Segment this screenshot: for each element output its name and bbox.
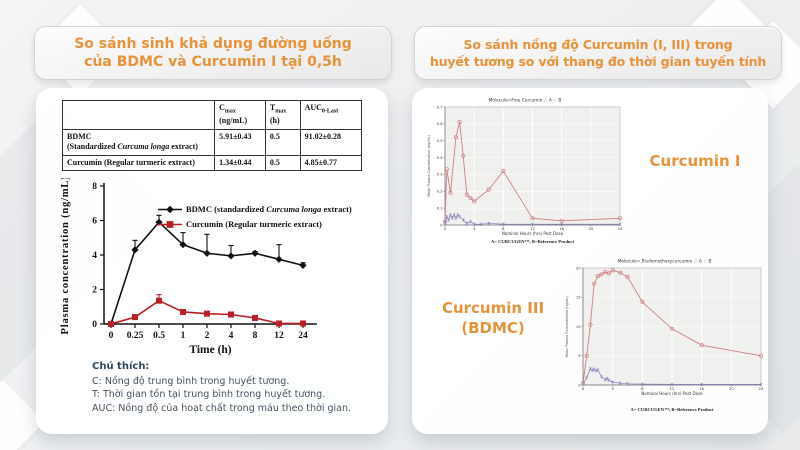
right-title-line2: huyết tương so với thang đo thời gian tu… (429, 54, 767, 69)
svg-text:5: 5 (578, 354, 581, 358)
svg-text:4: 4 (92, 251, 97, 261)
svg-text:Time (h): Time (h) (189, 344, 231, 356)
right-title-line1: So sánh nồng độ Curcumin (I, III) trong (463, 36, 733, 52)
pk-line-chart-wrap: 0 2 4 6 8 0 0.25 0.5 1 2 4 8 12 24 Time (h) Plasma conc… (56, 176, 388, 356)
left-title-line2: của BDMC và Curcumin I tại 0,5h (84, 54, 342, 70)
chart-legend: BDMC (standardized Curcuma longa extract… (158, 204, 352, 229)
notes-line-c: C: Nồng độ trung bình trong huyết tương. (92, 375, 290, 387)
svg-text:15: 15 (576, 296, 581, 300)
svg-text:A= CURCUGEN™; B=Reference Prod: A= CURCUGEN™; B=Reference Product (630, 407, 713, 412)
svg-text:24: 24 (298, 331, 308, 341)
right-card: Molecule=Free Curcumin ○ A ☆ B 0 0.1 0.2 0.3… (412, 88, 768, 434)
svg-text:Nominal Hours (hrs) Post Dose: Nominal Hours (hrs) Post Dose (641, 391, 703, 396)
svg-text:0.4: 0.4 (437, 156, 444, 160)
svg-text:0: 0 (92, 320, 97, 330)
curcumin-iii-label-line2: (BDMC) (461, 319, 525, 338)
svg-text:8: 8 (92, 182, 97, 192)
notes-block: Chú thích: C: Nồng độ trung bình trong h… (92, 360, 351, 416)
svg-text:0.1: 0.1 (437, 206, 443, 210)
svg-text:0.7: 0.7 (437, 105, 444, 109)
svg-text:12: 12 (530, 227, 535, 231)
svg-text:0.5: 0.5 (437, 139, 444, 143)
svg-text:4: 4 (229, 331, 234, 341)
notes-line-t: T: Thời gian tồn tại trung bình trong hu… (92, 389, 326, 401)
legend-entry: Curcumin (Regular turmeric extract) (158, 219, 352, 229)
svg-text:A= CURCUGEN™; B=Reference Prod: A= CURCUGEN™; B=Reference Product (491, 239, 574, 244)
svg-text:16: 16 (559, 227, 564, 231)
svg-text:0: 0 (109, 331, 114, 341)
svg-text:Molecule=Free Curcumin ○ A ☆: Molecule=Free Curcumin ○ A ☆ B (489, 98, 562, 104)
pk-parameters-table: Cmax (ng/mL) Tmax (h) AUC0-Last BDMC (Standar… (61, 100, 363, 171)
svg-text:12: 12 (670, 387, 675, 391)
notes-line-auc: AUC: Nồng độ của hoạt chất trong máu the… (92, 403, 352, 415)
svg-text:0: 0 (582, 387, 585, 391)
free-curcumin-chart: Molecule=Free Curcumin ○ A ☆ B 0 0.1 0.2 0.3… (427, 98, 623, 245)
svg-text:1: 1 (181, 331, 186, 341)
left-title-box: So sánh sinh khả dụng đường uống của BDM… (34, 26, 392, 80)
svg-text:4: 4 (611, 387, 614, 391)
svg-text:0.25: 0.25 (127, 331, 144, 341)
svg-text:12: 12 (274, 331, 284, 341)
notes-title: Chú thích: (92, 361, 150, 372)
svg-text:Nominal Hours (hrs) Post Dose: Nominal Hours (hrs) Post Dose (502, 231, 564, 236)
svg-text:Molecule= Bisdemethoxycurcumin: Molecule= Bisdemethoxycurcumin ○ A ☆ B (618, 259, 712, 265)
svg-text:8: 8 (502, 227, 505, 231)
svg-text:4: 4 (473, 227, 476, 231)
svg-text:0.3: 0.3 (437, 173, 444, 177)
curcumin-i-label: Curcumin I (649, 152, 741, 170)
curcumin-iii-label-line1: Curcumin III (441, 299, 545, 317)
svg-text:0: 0 (440, 223, 443, 227)
left-card: Cmax (ng/mL) Tmax (h) AUC0-Last BDMC (Standar… (36, 88, 388, 434)
svg-text:24: 24 (618, 227, 623, 231)
svg-text:2: 2 (92, 286, 97, 296)
svg-text:0.5: 0.5 (153, 331, 165, 341)
svg-text:8: 8 (253, 331, 258, 341)
left-title-line1: So sánh sinh khả dụng đường uống (74, 35, 352, 52)
svg-text:10: 10 (576, 325, 581, 329)
svg-text:20: 20 (729, 387, 734, 391)
bdmc-linear-chart: Molecule= Bisdemethoxycurcumin ○ A ☆ B 0 5… (565, 259, 764, 413)
svg-text:Mean Plasma Concentration (ng/: Mean Plasma Concentration (ng/mL) (565, 295, 569, 358)
svg-text:16: 16 (699, 387, 704, 391)
svg-text:20: 20 (588, 227, 593, 231)
svg-text:20: 20 (576, 266, 581, 270)
svg-text:0.2: 0.2 (437, 190, 443, 194)
svg-text:Plasma concentration (ng/mL): Plasma concentration (ng/mL) (60, 178, 71, 334)
curcumin-iii-label: Curcumin III (BDMC) (418, 298, 568, 339)
right-title-box: So sánh nồng độ Curcumin (I, III) trong … (414, 26, 782, 80)
svg-text:2: 2 (205, 331, 210, 341)
svg-text:0: 0 (444, 227, 447, 231)
svg-text:0.6: 0.6 (437, 122, 444, 126)
svg-text:0: 0 (578, 383, 581, 387)
legend-entry: BDMC (standardized Curcuma longa extract… (158, 204, 352, 214)
svg-text:Mean Plasma Concentration (ng/: Mean Plasma Concentration (ng/mL) (427, 134, 431, 197)
svg-text:24: 24 (759, 387, 764, 391)
svg-text:8: 8 (641, 387, 644, 391)
svg-text:6: 6 (92, 217, 97, 227)
